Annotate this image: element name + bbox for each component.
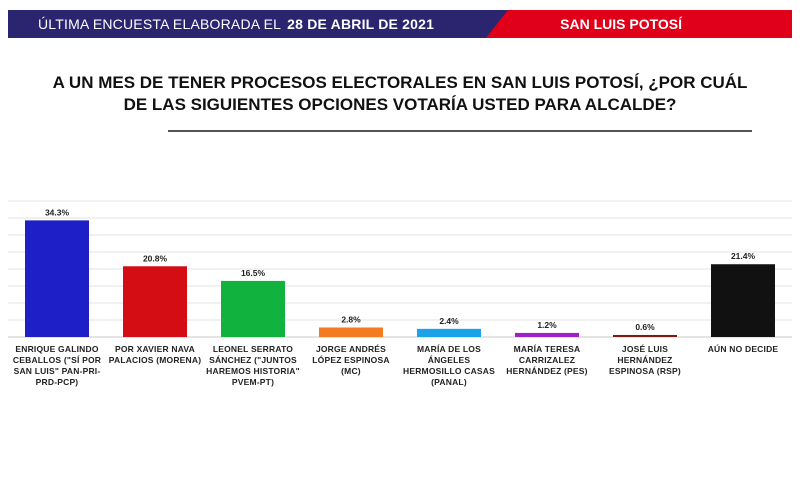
data-label: 21.4% xyxy=(731,251,756,261)
header-red-band xyxy=(486,10,792,38)
header-background xyxy=(8,10,792,38)
category-label: AÚN NO DECIDE xyxy=(707,344,779,354)
bar xyxy=(221,280,285,337)
bar xyxy=(123,266,187,337)
category-label: POR XAVIER NAVA PALACIOS (MORENA) xyxy=(108,344,202,365)
category-label: LEONEL SERRATO SÁNCHEZ ("JUNTOS HAREMOS … xyxy=(206,344,300,387)
bar xyxy=(515,332,579,337)
data-label: 1.2% xyxy=(537,320,557,330)
data-label: 2.4% xyxy=(439,316,459,326)
category-label: MARÍA DE LOS ÁNGELES HERMOSILLO CASAS (P… xyxy=(403,344,495,387)
header-bar: ÚLTIMA ENCUESTA ELABORADA EL 28 DE ABRIL … xyxy=(8,10,792,38)
bar xyxy=(711,264,775,337)
data-label: 20.8% xyxy=(143,253,168,263)
title-divider xyxy=(168,130,752,132)
category-label: ENRIQUE GALINDO CEBALLOS ("SÍ POR SAN LU… xyxy=(12,344,102,387)
bar xyxy=(417,328,481,337)
bar xyxy=(613,334,677,337)
survey-date-text: ÚLTIMA ENCUESTA ELABORADA EL 28 DE ABRIL … xyxy=(38,10,434,38)
data-label: 16.5% xyxy=(241,268,266,278)
data-label: 34.3% xyxy=(45,207,70,217)
bar xyxy=(25,220,89,337)
bar xyxy=(319,327,383,337)
survey-date: 28 DE ABRIL DE 2021 xyxy=(287,16,435,32)
category-label: JOSÉ LUIS HERNÁNDEZ ESPINOSA (RSP) xyxy=(609,344,681,376)
category-label: MARÍA TERESA CARRIZALEZ HERNÁNDEZ (PES) xyxy=(506,344,588,376)
question-title: A UN MES DE TENER PROCESOS ELECTORALES E… xyxy=(52,73,748,114)
data-label: 2.8% xyxy=(341,314,361,324)
data-label: 0.6% xyxy=(635,322,655,332)
category-label: JORGE ANDRÉS LÓPEZ ESPINOSA (MC) xyxy=(312,344,390,376)
survey-date-prefix: ÚLTIMA ENCUESTA ELABORADA EL xyxy=(38,16,282,32)
state-name: SAN LUIS POTOSÍ xyxy=(560,16,682,32)
